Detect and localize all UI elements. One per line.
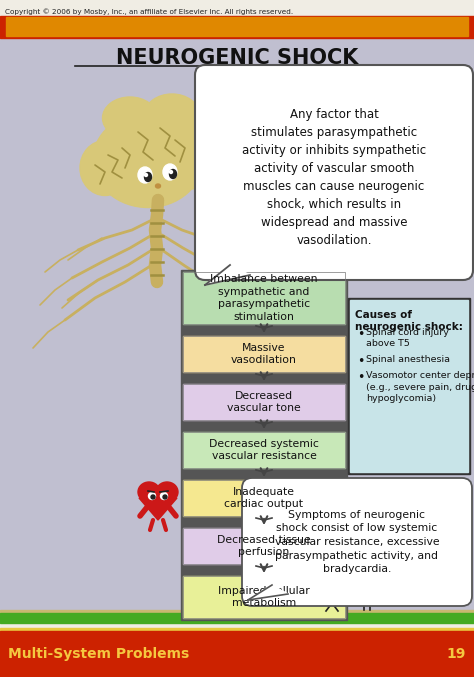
Ellipse shape — [148, 492, 155, 500]
Bar — [0, 628, 474, 631]
Bar — [0, 623, 474, 628]
Text: Symptoms of neurogenic
shock consist of low systemic
vascular resistance, excess: Symptoms of neurogenic shock consist of … — [275, 510, 439, 574]
Bar — [183, 576, 345, 618]
Text: •: • — [357, 328, 365, 341]
Ellipse shape — [138, 482, 160, 502]
Ellipse shape — [80, 141, 130, 196]
Bar — [183, 480, 345, 516]
Polygon shape — [248, 585, 288, 600]
Text: Spinal cord injury
above T5: Spinal cord injury above T5 — [366, 328, 449, 349]
Ellipse shape — [145, 173, 147, 177]
Text: Causes of neurogenic shock:: Causes of neurogenic shock: — [355, 310, 463, 332]
FancyBboxPatch shape — [195, 65, 473, 280]
Text: Copyright © 2006 by Mosby, Inc., an affiliate of Elsevier Inc. All rights reserv: Copyright © 2006 by Mosby, Inc., an affi… — [5, 8, 293, 15]
Text: Multi-System Problems: Multi-System Problems — [8, 647, 189, 661]
Bar — [183, 384, 345, 420]
Ellipse shape — [163, 164, 177, 180]
Text: Decreased systemic
vascular resistance: Decreased systemic vascular resistance — [209, 439, 319, 461]
Polygon shape — [205, 265, 250, 285]
Bar — [350, 300, 468, 472]
Bar — [183, 432, 345, 468]
Bar — [183, 336, 345, 372]
Ellipse shape — [145, 173, 152, 181]
Ellipse shape — [151, 495, 155, 499]
Ellipse shape — [163, 495, 167, 499]
Ellipse shape — [138, 167, 152, 183]
Text: Massive
vasodilation: Massive vasodilation — [231, 343, 297, 365]
Ellipse shape — [170, 169, 176, 179]
Bar — [0, 16, 474, 38]
FancyBboxPatch shape — [242, 478, 472, 606]
Ellipse shape — [170, 171, 173, 173]
Bar — [0, 610, 474, 625]
Text: •: • — [357, 355, 365, 368]
Bar — [183, 384, 345, 420]
Text: Vasomotor center depression
(e.g., severe pain, drugs,
hypoglycomia): Vasomotor center depression (e.g., sever… — [366, 372, 474, 403]
Bar — [6, 17, 468, 36]
Bar — [183, 272, 345, 324]
Ellipse shape — [102, 97, 157, 139]
Bar — [183, 480, 345, 516]
Ellipse shape — [153, 120, 218, 190]
Text: NEUROGENIC SHOCK: NEUROGENIC SHOCK — [116, 48, 358, 68]
Text: Decreased
vascular tone: Decreased vascular tone — [227, 391, 301, 413]
Bar — [183, 336, 345, 372]
Text: •: • — [357, 372, 365, 385]
Bar — [183, 576, 345, 618]
Text: Imbalance between
sympathetic and
parasympathetic
stimulation: Imbalance between sympathetic and parasy… — [210, 274, 318, 322]
Text: Spinal anesthesia: Spinal anesthesia — [366, 355, 450, 364]
Text: 19: 19 — [447, 647, 466, 661]
Polygon shape — [139, 498, 177, 520]
Bar — [183, 432, 345, 468]
Ellipse shape — [156, 482, 178, 502]
Text: Decreased tissue
perfusion: Decreased tissue perfusion — [217, 535, 311, 557]
Ellipse shape — [145, 94, 200, 136]
Bar — [0, 613, 474, 623]
Text: Impaired cellular
metabolism: Impaired cellular metabolism — [218, 586, 310, 608]
Text: Inadequate
cardiac output: Inadequate cardiac output — [225, 487, 303, 509]
Ellipse shape — [155, 184, 161, 188]
Bar — [181, 270, 347, 620]
Text: Any factor that
stimulates parasympathetic
activity or inhibits sympathetic
acti: Any factor that stimulates parasympathet… — [242, 108, 426, 247]
Bar — [0, 38, 474, 623]
Bar — [183, 272, 345, 324]
Bar — [183, 528, 345, 564]
Bar — [183, 528, 345, 564]
Bar — [348, 298, 470, 474]
Ellipse shape — [93, 112, 203, 207]
Ellipse shape — [161, 492, 167, 500]
Bar — [0, 631, 474, 677]
